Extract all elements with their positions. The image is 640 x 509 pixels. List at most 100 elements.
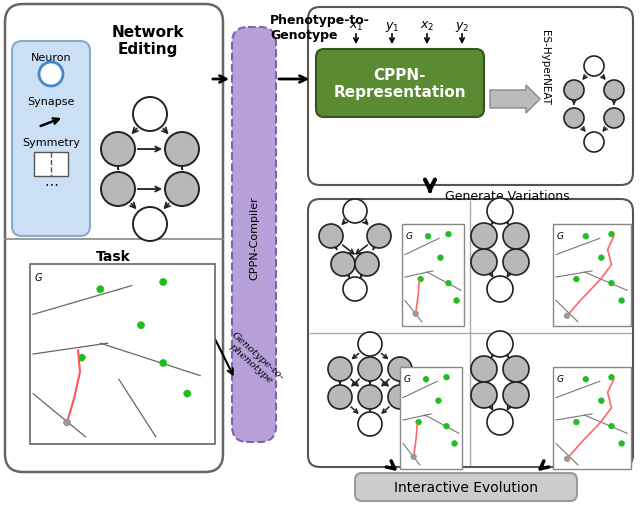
Circle shape xyxy=(358,357,382,381)
Bar xyxy=(553,367,631,469)
Circle shape xyxy=(423,377,429,382)
Text: G: G xyxy=(404,374,411,383)
Circle shape xyxy=(487,331,513,357)
Circle shape xyxy=(101,133,135,166)
Text: CPPN-Compiler: CPPN-Compiler xyxy=(249,196,259,279)
Circle shape xyxy=(160,360,166,367)
Text: ES-HyperNEAT: ES-HyperNEAT xyxy=(540,30,550,105)
Circle shape xyxy=(328,385,352,409)
Circle shape xyxy=(609,281,614,287)
Circle shape xyxy=(388,357,412,381)
FancyBboxPatch shape xyxy=(355,473,577,501)
Circle shape xyxy=(584,57,604,77)
Circle shape xyxy=(487,409,513,435)
Text: Generate Variations: Generate Variations xyxy=(445,189,570,202)
Circle shape xyxy=(445,281,451,287)
Circle shape xyxy=(358,412,382,436)
FancyBboxPatch shape xyxy=(308,200,633,467)
Circle shape xyxy=(609,232,614,238)
FancyArrow shape xyxy=(490,86,540,114)
Circle shape xyxy=(564,81,584,101)
Circle shape xyxy=(445,232,451,238)
Circle shape xyxy=(598,256,604,261)
Circle shape xyxy=(471,223,497,249)
Circle shape xyxy=(165,133,199,166)
Circle shape xyxy=(160,279,166,286)
Circle shape xyxy=(564,314,570,319)
Circle shape xyxy=(418,277,424,282)
Circle shape xyxy=(133,208,167,242)
Text: ⋯: ⋯ xyxy=(44,177,58,191)
Circle shape xyxy=(471,356,497,382)
Circle shape xyxy=(343,277,367,301)
FancyBboxPatch shape xyxy=(316,50,484,118)
Circle shape xyxy=(444,423,449,429)
Circle shape xyxy=(598,398,604,404)
Circle shape xyxy=(454,298,460,304)
Circle shape xyxy=(416,419,421,425)
Circle shape xyxy=(388,385,412,409)
Circle shape xyxy=(355,252,379,276)
Circle shape xyxy=(564,109,584,129)
Circle shape xyxy=(503,356,529,382)
Text: G: G xyxy=(557,232,564,241)
Circle shape xyxy=(319,224,343,248)
Circle shape xyxy=(436,398,441,404)
Circle shape xyxy=(584,133,604,153)
Circle shape xyxy=(503,382,529,408)
Bar xyxy=(553,224,631,326)
Circle shape xyxy=(583,234,589,240)
Circle shape xyxy=(564,456,570,462)
FancyBboxPatch shape xyxy=(12,42,90,237)
Text: $y_1$: $y_1$ xyxy=(385,20,399,34)
Circle shape xyxy=(411,454,417,460)
Circle shape xyxy=(97,286,104,293)
Text: Network
Editing: Network Editing xyxy=(112,25,184,58)
Circle shape xyxy=(452,441,458,446)
Text: G: G xyxy=(557,374,564,383)
Text: Symmetry: Symmetry xyxy=(22,138,80,148)
Text: $y_2$: $y_2$ xyxy=(455,20,469,34)
Circle shape xyxy=(604,109,624,129)
Text: Neuron: Neuron xyxy=(31,53,71,63)
Circle shape xyxy=(471,249,497,275)
Circle shape xyxy=(165,173,199,207)
Circle shape xyxy=(619,441,625,446)
Circle shape xyxy=(619,298,625,304)
Circle shape xyxy=(487,276,513,302)
Text: CPPN-
Representation: CPPN- Representation xyxy=(333,68,467,100)
Circle shape xyxy=(438,256,444,261)
Circle shape xyxy=(78,354,85,361)
Text: G: G xyxy=(35,272,42,282)
Circle shape xyxy=(573,419,579,425)
FancyBboxPatch shape xyxy=(308,8,633,186)
Bar xyxy=(30,265,215,444)
Circle shape xyxy=(609,375,614,380)
Text: Synapse: Synapse xyxy=(28,97,75,107)
Circle shape xyxy=(487,199,513,224)
Circle shape xyxy=(413,312,419,317)
Circle shape xyxy=(358,332,382,356)
Bar xyxy=(402,224,464,326)
Text: Phenotype-to-
Genotype: Phenotype-to- Genotype xyxy=(270,14,370,42)
Text: $x_2$: $x_2$ xyxy=(420,20,434,33)
Circle shape xyxy=(343,200,367,223)
Circle shape xyxy=(39,63,63,87)
Circle shape xyxy=(471,382,497,408)
Bar xyxy=(400,367,462,469)
Circle shape xyxy=(133,98,167,132)
Text: G: G xyxy=(406,232,413,241)
Text: Task: Task xyxy=(95,249,131,264)
Circle shape xyxy=(425,234,431,240)
Text: $x_1$: $x_1$ xyxy=(349,20,364,33)
Circle shape xyxy=(138,322,145,329)
Circle shape xyxy=(328,357,352,381)
Bar xyxy=(34,153,68,177)
Circle shape xyxy=(101,173,135,207)
Circle shape xyxy=(358,385,382,409)
Circle shape xyxy=(331,252,355,276)
Circle shape xyxy=(503,223,529,249)
FancyBboxPatch shape xyxy=(5,5,223,472)
FancyBboxPatch shape xyxy=(232,28,276,442)
Circle shape xyxy=(367,224,391,248)
